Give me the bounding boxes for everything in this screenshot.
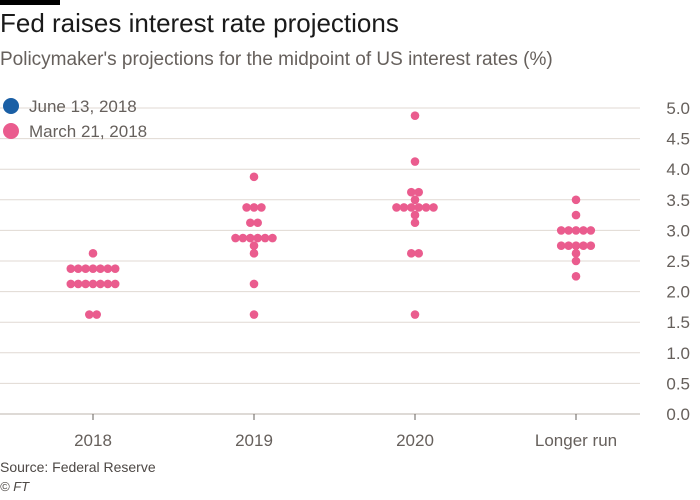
projection-dot xyxy=(103,264,113,273)
projection-dot xyxy=(253,218,262,228)
x-category-label: 2020 xyxy=(396,431,434,450)
projection-dot xyxy=(586,226,596,235)
projection-dot xyxy=(110,264,120,273)
projection-dot xyxy=(571,256,581,266)
projection-dot xyxy=(73,279,83,289)
projection-dot xyxy=(410,310,420,319)
projection-dot xyxy=(399,203,409,212)
projection-dot xyxy=(88,249,98,258)
y-tick-label: 0.5 xyxy=(666,374,690,393)
y-tick-label: 0.0 xyxy=(666,405,690,424)
projection-dot xyxy=(66,264,76,273)
projection-dot xyxy=(81,264,90,273)
projection-dot xyxy=(556,226,566,235)
grid-lines xyxy=(0,107,640,415)
projection-dot xyxy=(407,249,416,258)
projection-dot xyxy=(392,203,401,212)
y-tick-label: 1.0 xyxy=(666,344,690,363)
projection-dot xyxy=(407,187,416,197)
projection-dot xyxy=(586,241,596,250)
legend-swatch xyxy=(3,98,19,114)
projection-dot xyxy=(410,210,420,220)
projection-dot xyxy=(407,203,416,212)
y-tick-label: 5.0 xyxy=(666,99,690,118)
projection-dot xyxy=(564,241,573,250)
projection-dot xyxy=(260,233,270,243)
x-category-label: Longer run xyxy=(535,431,617,450)
ft-credit: © FT xyxy=(0,479,30,494)
y-tick-label: 4.0 xyxy=(666,160,690,179)
projection-dot xyxy=(556,241,566,250)
x-axis-category-labels: 2018 2019 2020 Longer run xyxy=(74,414,617,450)
projection-dot xyxy=(414,187,424,197)
projection-dot xyxy=(88,279,98,289)
projection-dot xyxy=(231,233,240,243)
chart-subtitle: Policymaker's projections for the midpoi… xyxy=(0,49,553,70)
projection-dot xyxy=(257,203,266,212)
chart-title: Fed raises interest rate projections xyxy=(0,8,399,38)
projection-dot xyxy=(85,310,94,319)
projection-dot xyxy=(249,241,259,250)
projection-dot xyxy=(421,203,431,212)
y-tick-label: 2.5 xyxy=(666,252,690,271)
projection-dot xyxy=(249,279,259,289)
projection-dot xyxy=(571,210,581,220)
projection-dot xyxy=(249,172,259,182)
y-tick-label: 2.0 xyxy=(666,283,690,302)
projection-dot xyxy=(246,218,255,228)
projection-dot xyxy=(88,264,98,273)
projection-dot xyxy=(410,157,420,166)
projection-dot xyxy=(249,249,259,258)
projection-dot xyxy=(242,203,251,212)
y-tick-label: 4.5 xyxy=(666,130,690,149)
source-note: Source: Federal Reserve xyxy=(0,459,156,475)
ft-top-bar xyxy=(0,0,60,5)
projection-dot xyxy=(96,279,105,289)
projection-dot xyxy=(571,249,581,258)
projection-dot xyxy=(571,241,581,250)
y-tick-label: 3.5 xyxy=(666,191,690,210)
y-tick-label: 1.5 xyxy=(666,313,690,332)
projection-dot xyxy=(96,264,105,273)
projection-dot xyxy=(246,233,255,243)
legend-swatch xyxy=(3,123,19,139)
projection-dot xyxy=(110,279,120,289)
legend-label: March 21, 2018 xyxy=(29,122,147,141)
projection-dot xyxy=(571,272,581,281)
projection-dot xyxy=(249,310,259,319)
projection-dot xyxy=(410,111,420,120)
projection-dot xyxy=(253,233,262,243)
projection-dot xyxy=(571,195,581,205)
projection-dot xyxy=(429,203,438,212)
x-category-label: 2019 xyxy=(235,431,273,450)
legend-label: June 13, 2018 xyxy=(29,97,137,116)
projection-dot xyxy=(579,226,588,235)
projection-dot xyxy=(571,226,581,235)
x-category-label: 2018 xyxy=(74,431,112,450)
y-tick-label: 3.0 xyxy=(666,221,690,240)
projection-dot xyxy=(73,264,83,273)
projection-dot xyxy=(414,249,424,258)
projection-dot xyxy=(564,226,573,235)
projection-dot xyxy=(249,203,259,212)
legend: June 13, 2018 March 21, 2018 xyxy=(3,97,147,141)
projection-dot xyxy=(414,203,424,212)
dots xyxy=(66,111,596,319)
projection-dot xyxy=(579,241,588,250)
projection-dot xyxy=(92,310,101,319)
projection-dot xyxy=(410,195,420,205)
projection-dot xyxy=(66,279,76,289)
projection-dot xyxy=(268,233,277,243)
projection-dot xyxy=(410,218,420,228)
projection-dot xyxy=(81,279,90,289)
projection-dot xyxy=(103,279,113,289)
projection-dot xyxy=(238,233,248,243)
dot-plot-chart: 5.04.54.03.53.02.52.01.51.00.50.0 2018 20… xyxy=(0,97,690,450)
y-axis-tick-labels: 5.0 4.5 4.0 3.5 3.0 2.5 2.0 1.5 1.0 0.5 0.0 xyxy=(666,99,690,424)
